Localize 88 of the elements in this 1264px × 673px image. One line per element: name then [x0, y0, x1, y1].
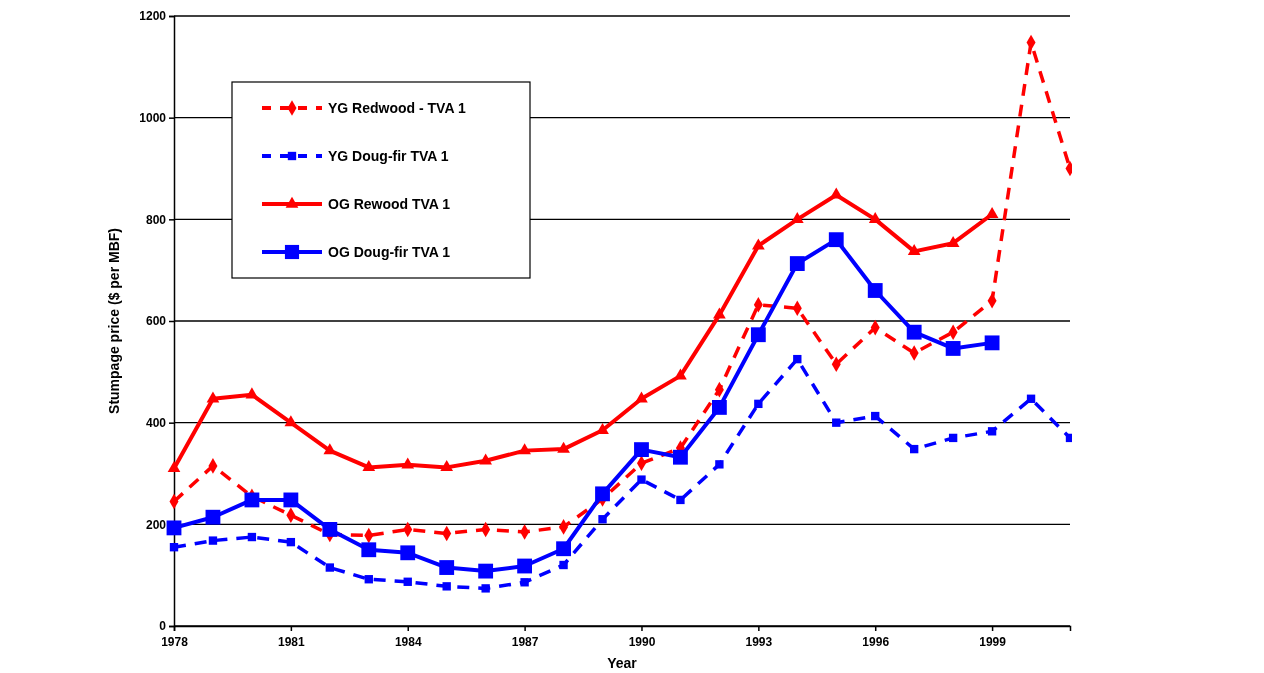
point	[867, 283, 883, 298]
y-tick-label: 200	[145, 517, 167, 532]
point	[789, 256, 805, 271]
y-tick-label: 1000	[139, 111, 167, 126]
point	[169, 543, 179, 552]
point	[907, 244, 921, 256]
point	[362, 460, 376, 472]
point	[595, 486, 610, 502]
point	[637, 475, 646, 484]
point	[283, 492, 299, 508]
legend-label: OG Doug-fir TVA 1	[328, 244, 451, 260]
point	[634, 442, 649, 458]
x-tick-label: 1990	[628, 635, 656, 649]
point	[828, 232, 844, 248]
x-axis-title: Year	[607, 655, 638, 671]
point	[401, 457, 415, 469]
point	[208, 536, 218, 545]
point	[985, 206, 999, 218]
legend-label: YG Redwood - TVA 1	[328, 100, 466, 116]
point	[1026, 394, 1036, 403]
point	[987, 427, 997, 436]
x-tick-label: 1999	[979, 635, 1007, 649]
point	[984, 335, 1000, 351]
point	[674, 368, 687, 380]
point	[832, 418, 841, 427]
point	[711, 400, 727, 415]
point	[946, 235, 960, 247]
point	[556, 541, 571, 557]
point	[520, 578, 529, 587]
point	[948, 433, 958, 443]
point	[403, 577, 412, 586]
point	[400, 545, 416, 561]
point	[439, 560, 455, 575]
point	[244, 492, 260, 508]
point	[518, 443, 531, 455]
point	[284, 415, 298, 427]
point	[790, 211, 804, 223]
point	[635, 391, 648, 403]
legend-label: YG Doug-fir TVA 1	[328, 148, 449, 164]
point	[793, 354, 802, 364]
point	[559, 560, 568, 570]
point	[206, 391, 220, 403]
point	[906, 324, 922, 340]
legend-label: OG Rewood TVA 1	[328, 196, 451, 212]
point	[557, 441, 570, 453]
point	[481, 584, 490, 593]
point	[909, 444, 919, 454]
point	[478, 563, 494, 579]
point	[1065, 433, 1072, 443]
y-axis-title: Stumpage price ($ per MBF)	[106, 228, 122, 414]
x-tick-label: 1987	[511, 635, 539, 649]
point	[442, 582, 451, 591]
point	[364, 575, 373, 584]
point	[945, 341, 961, 356]
point	[325, 563, 335, 572]
point	[322, 522, 338, 537]
point	[713, 307, 726, 319]
point	[715, 460, 724, 469]
point	[323, 443, 337, 455]
point	[829, 187, 843, 199]
point	[871, 411, 880, 421]
point	[440, 460, 454, 472]
y-tick-label: 1200	[139, 9, 167, 24]
point	[750, 327, 766, 343]
x-tick-label: 1981	[278, 635, 306, 649]
y-tick-label: 0	[159, 619, 167, 634]
point	[361, 542, 377, 558]
y-tick-label: 400	[145, 416, 167, 431]
point	[751, 238, 765, 250]
point	[673, 449, 688, 465]
point	[517, 558, 533, 574]
point	[205, 509, 221, 525]
point	[754, 399, 763, 409]
x-tick-label: 1978	[161, 635, 189, 649]
x-tick-label: 1984	[394, 635, 422, 649]
point	[167, 461, 181, 473]
point	[245, 387, 259, 399]
point	[286, 537, 296, 547]
x-tick-label: 1996	[862, 635, 890, 649]
y-tick-label: 800	[145, 212, 167, 227]
point	[479, 453, 493, 465]
x-tick-label: 1993	[745, 635, 773, 649]
point	[676, 495, 685, 505]
point	[247, 532, 257, 542]
point	[868, 211, 882, 223]
point	[166, 520, 182, 536]
point	[598, 515, 607, 524]
y-tick-label: 600	[145, 314, 167, 329]
